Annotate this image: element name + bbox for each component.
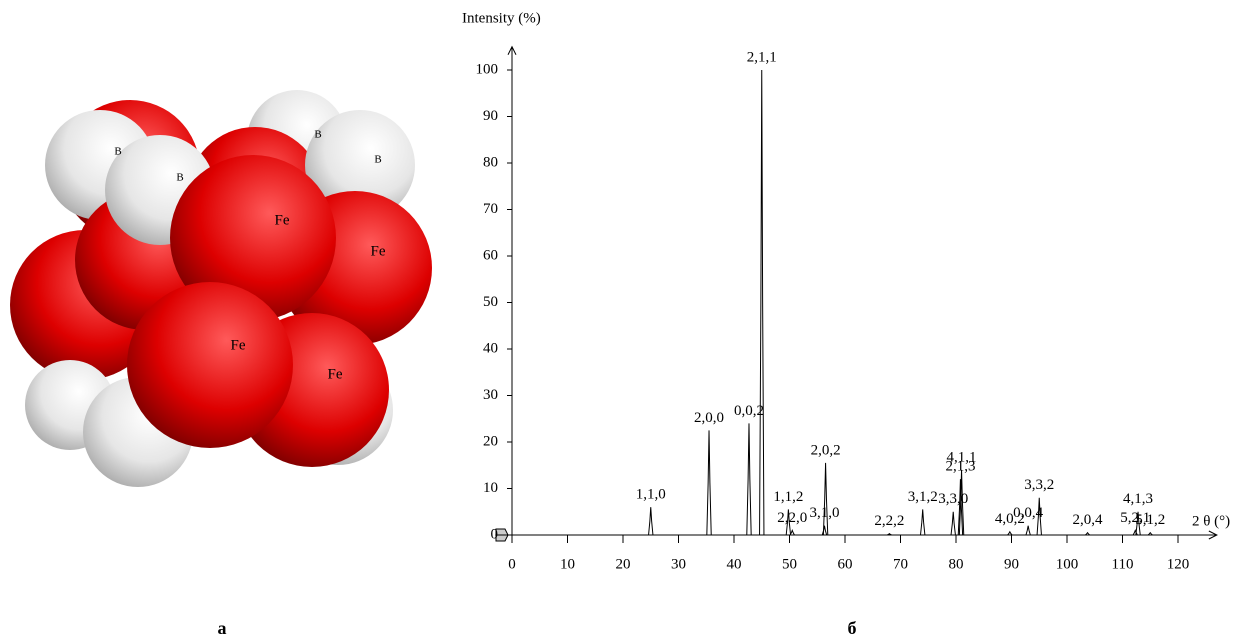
y-tick-label: 50: [483, 294, 498, 310]
peak-label: 2,2,0: [777, 510, 807, 526]
peak: [760, 70, 764, 535]
peak-label: 3,3,2: [1024, 477, 1054, 493]
peak-label: 2,2,2: [874, 513, 904, 529]
atom-label: Fe: [231, 337, 246, 353]
peak-label: 2,1,3: [945, 459, 975, 475]
y-tick-label: 40: [483, 340, 498, 356]
x-tick-label: 50: [782, 556, 797, 572]
y-tick-label: 100: [476, 61, 499, 77]
atom-fe: [127, 282, 293, 448]
x-tick-label: 70: [893, 556, 908, 572]
atom-label: Fe: [328, 366, 343, 382]
x-tick-label: 30: [671, 556, 686, 572]
peak: [822, 526, 826, 535]
peak-label: 4,1,3: [1123, 491, 1153, 507]
y-tick-label: 10: [483, 480, 498, 496]
atom-label: B: [114, 146, 121, 158]
peak: [823, 463, 827, 535]
peak-label: 2,0,4: [1073, 512, 1104, 528]
y-tick-label: 80: [483, 154, 498, 170]
peak-label: 1,1,0: [636, 487, 666, 503]
x-tick-label: 10: [560, 556, 575, 572]
atom-label: B: [176, 172, 183, 184]
peak: [649, 507, 653, 535]
atom-label: B: [314, 129, 321, 141]
x-tick-label: 60: [838, 556, 853, 572]
peak: [951, 512, 955, 535]
peak: [1133, 530, 1137, 535]
atom-label: Fe: [371, 243, 386, 259]
x-tick-label: 20: [616, 556, 631, 572]
x-tick-label: 40: [727, 556, 742, 572]
y-tick-label: 20: [483, 433, 498, 449]
panel-label: а: [218, 618, 227, 638]
peak-label: 5,1,2: [1135, 512, 1165, 528]
x-tick-label: 110: [1112, 556, 1134, 572]
peak: [921, 509, 925, 535]
peak: [1026, 526, 1030, 535]
y-tick-label: 0: [491, 526, 499, 542]
panel-label: б: [848, 618, 857, 638]
x-tick-label: 90: [1004, 556, 1019, 572]
peak-label: 0,0,2: [734, 403, 764, 419]
figure: B B B B Fe Fe Fe Fe а б Intensity (%) 2 …: [0, 0, 1248, 641]
atom-label: B: [374, 154, 381, 166]
x-tick-label: 80: [949, 556, 964, 572]
y-axis: [508, 47, 516, 540]
atom-label: Fe: [275, 212, 290, 228]
peak-label: 3,1,2: [908, 489, 938, 505]
x-axis-label: 2 θ (°): [1192, 513, 1230, 529]
y-tick-label: 90: [483, 108, 498, 124]
y-tick-label: 60: [483, 247, 498, 263]
peak-label: 2,1,1: [747, 49, 777, 65]
peak-label: 2,0,2: [811, 442, 841, 458]
peak: [707, 430, 711, 535]
peak: [747, 423, 751, 535]
x-tick-label: 0: [508, 556, 516, 572]
peak-label: 3,3,0: [938, 491, 968, 507]
y-tick-label: 70: [483, 201, 498, 217]
x-tick-label: 100: [1056, 556, 1079, 572]
x-axis: [495, 531, 1217, 539]
peak-label: 1,1,2: [773, 489, 803, 505]
y-axis-label: Intensity (%): [462, 10, 541, 26]
y-tick-label: 30: [483, 387, 498, 403]
peak-label: 2,0,0: [694, 410, 724, 426]
x-tick-label: 120: [1167, 556, 1190, 572]
crystal-structure: B B B B Fe Fe Fe Fe: [10, 90, 432, 487]
peak-label: 3,1,0: [809, 505, 839, 521]
